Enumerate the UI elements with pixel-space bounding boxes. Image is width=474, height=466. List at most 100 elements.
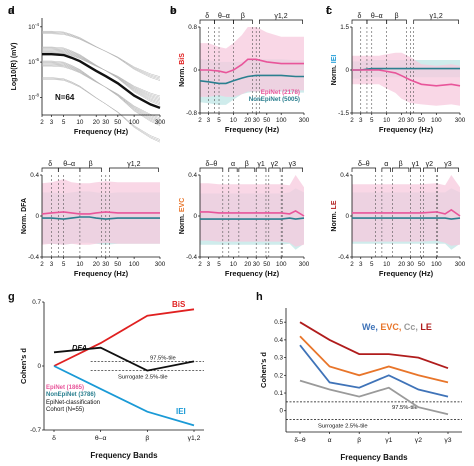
series-line-f [352,217,461,220]
legend-epinet-g: EpiNet (1865) [46,385,84,391]
panel-letter-d: d [8,5,15,17]
y-axis-label-e: Norm. EVC [179,198,186,235]
x-tick-label-a: 30 [102,119,110,126]
band-bracket-f [437,167,459,172]
x-tick-label-g: γ1,2 [188,435,201,442]
series-line-c [352,69,461,87]
x-axis-label-d: Frequency (Hz) [74,269,129,278]
x-tick-label-h: δ–θ [294,437,306,444]
panel-letter-b: b [170,5,177,17]
legend-epinet-b: EpiNet (2178) [261,89,300,96]
subject-trace [42,46,161,106]
band-bracket-f [410,167,421,172]
x-tick-label-g: β [145,435,149,442]
band-label-f: δ–θ [358,161,370,168]
band-label-e: β [245,161,249,168]
band-bracket-d [41,167,59,172]
band-label-e: γ2 [271,161,279,168]
x-tick-label-d: 20 [93,261,101,268]
band-bracket-b [214,19,234,24]
legend-title-h: We, EVC, Cc, LE [362,322,432,332]
band-bracket-e [199,167,224,172]
legend-cohort-g: EpiNet-classification [46,400,100,406]
y-axis-label-a: Log10(R) (mV) [11,43,18,91]
ci-band-c [352,52,460,106]
y-tick-label-f: 0.4 [340,172,349,179]
y-tick-label-h: 0.4 [274,337,283,344]
x-tick-label-h: β [357,437,361,444]
x-tick-label-d: 2 [40,261,44,268]
subject-trace [42,30,161,81]
y-tick-label-c: -1.5 [338,110,349,117]
x-tick-label-e: 10 [230,261,238,268]
y-tick-label-a: 10-4 [28,22,39,31]
band-label-c: γ1,2 [429,13,442,20]
x-tick-label-a: 20 [93,119,101,126]
panel-letter-c: c [326,5,332,17]
x-tick-label-f: 2 [350,261,354,268]
series-line-g [53,365,195,427]
y-tick-label-c: 0 [345,67,349,74]
x-tick-label-d: 3 [50,261,54,268]
x-tick-label-a: 5 [62,119,66,126]
series-line-f [352,208,461,217]
subject-trace [42,77,161,143]
band-label-e: α [231,161,235,168]
x-tick-label-f: 10 [383,261,391,268]
x-axis-label-a: Frequency (Hz) [74,127,129,136]
y-tick-label-e: 0.4 [188,172,197,179]
series-line-h [299,321,449,370]
x-tick-label-b: 10 [230,117,238,124]
x-tick-label-h: γ2 [415,437,422,444]
y-tick-label-g: 0.7 [32,299,41,306]
band-bracket-c [386,19,407,24]
band-bracket-b [259,19,303,24]
x-tick-label-d: 100 [129,261,140,268]
x-tick-label-e: 5 [217,261,221,268]
x-tick-label-f: 300 [455,261,466,268]
band-label-c: δ [358,13,362,20]
x-tick-label-a: 10 [76,119,84,126]
y-tick-label-h: 0.1 [274,390,283,397]
x-tick-label-b: 100 [276,117,287,124]
x-tick-label-b: 50 [263,117,271,124]
series-line-e [200,209,305,217]
series-line-d [41,211,160,215]
y-tick-label-h: 0.5 [274,319,283,326]
band-label-b: β [241,13,245,20]
panel-letter-e: e [170,5,176,17]
x-tick-label-f: 100 [431,261,442,268]
x-tick-label-e: 30 [253,261,261,268]
mean-trace [42,53,161,110]
series-line-b [199,74,304,85]
x-tick-label-e: 20 [244,261,252,268]
band-label-b: θ–α [218,13,230,20]
series-line-g [53,346,195,372]
band-label-f: γ1 [412,161,420,168]
x-tick-label-e: 3 [207,261,211,268]
series-label-bis: BiS [172,300,186,309]
series-label-iei: IEI [176,407,186,416]
band-label-d: θ–α [63,161,75,168]
threshold-label-g: Surrogate 2.5%-tile [118,375,168,381]
series-line-c [352,67,460,71]
y-axis-label-b: Norm. BiS [179,53,186,87]
x-tick-label-c: 5 [370,117,374,124]
x-tick-label-h: α [328,437,332,444]
x-tick-label-c: 300 [455,117,466,124]
band-label-e: γ3 [289,161,297,168]
series-line-h [299,344,449,398]
y-axis-label-h: Cohen's d [259,352,268,388]
band-bracket-b [233,19,253,24]
band-bracket-c [366,19,388,24]
x-tick-label-c: 20 [398,117,406,124]
threshold-label-g: 97.5%-tile [150,355,176,361]
x-tick-label-c: 2 [350,117,354,124]
x-tick-label-c: 30 [407,117,415,124]
panel-letter-a: a [8,5,15,17]
x-tick-label-b: 2 [198,117,202,124]
y-tick-label-b: -0.8 [186,110,197,117]
x-axis-label-e: Frequency (Hz) [225,269,280,278]
x-tick-label-e: 2 [198,261,202,268]
x-tick-label-a: 300 [155,119,166,126]
